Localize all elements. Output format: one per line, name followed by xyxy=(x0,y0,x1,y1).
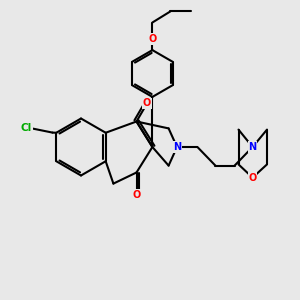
Text: Cl: Cl xyxy=(21,123,32,134)
Text: O: O xyxy=(132,190,141,200)
Text: O: O xyxy=(143,98,151,109)
Text: O: O xyxy=(148,34,157,44)
Text: N: N xyxy=(248,142,257,152)
Text: O: O xyxy=(248,172,257,183)
Text: N: N xyxy=(173,142,181,152)
